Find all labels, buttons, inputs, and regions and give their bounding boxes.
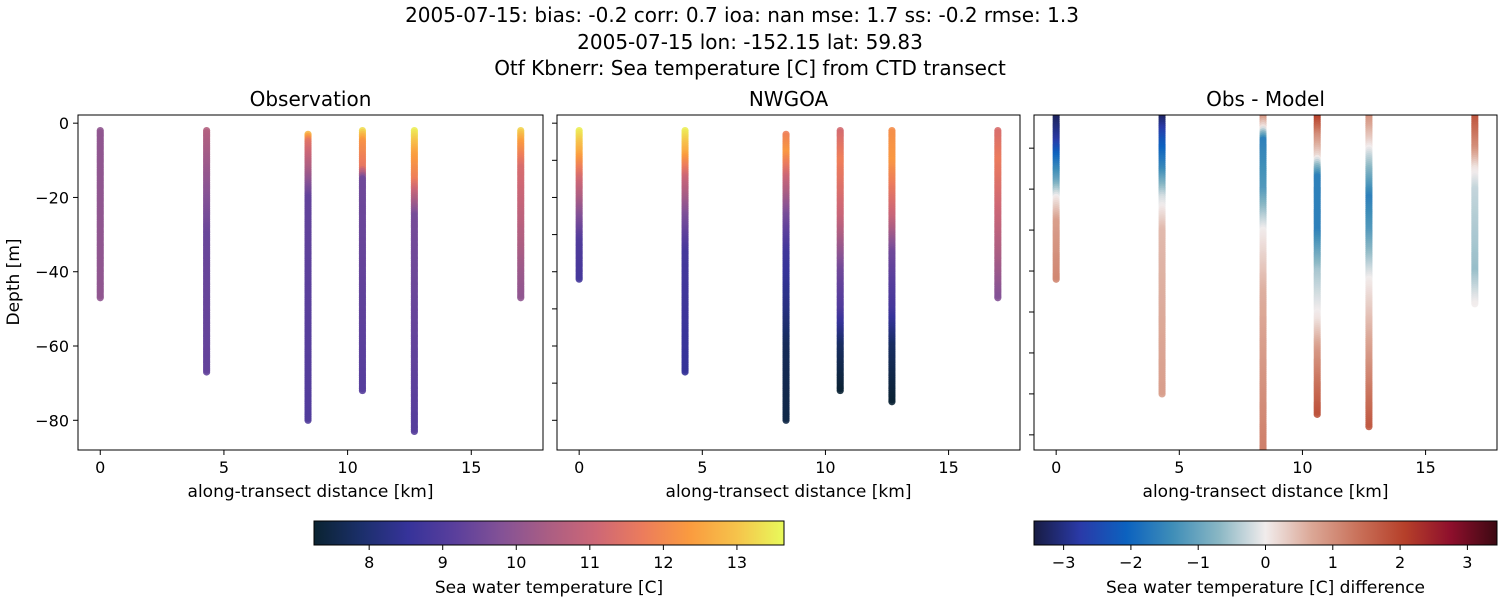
profile-5: [1471, 115, 1479, 308]
x-tick-label: 5: [1174, 458, 1184, 477]
data-point: [782, 416, 790, 424]
data-point: [358, 386, 367, 395]
x-tick-label: 5: [697, 458, 707, 477]
panel-observation: Observation 0 5 10 15 along-transect distance…: [4, 87, 544, 502]
y-tick-label: −80: [35, 411, 69, 430]
axes-frame: [1033, 114, 1498, 451]
y-tick-label: −60: [35, 337, 69, 356]
profile-4: [888, 126, 896, 406]
colorbar-tick-label: 8: [364, 553, 374, 572]
data-point: [836, 386, 844, 395]
data-point: [994, 294, 1002, 302]
colorbar-tick-label: 0: [1260, 553, 1270, 572]
x-axis-label: along-transect distance [km]: [188, 482, 434, 502]
data-points: [575, 126, 1002, 424]
panel-title: Observation: [250, 87, 372, 111]
data-point: [1471, 300, 1479, 308]
colorbar-tick-label: 12: [653, 553, 673, 572]
colorbar-tick-label: −2: [1119, 553, 1143, 572]
x-tick-label: 15: [1415, 458, 1435, 477]
colorbar-bar: [1033, 520, 1498, 546]
colorbar-1: −3 −2 −1 0 1 2 3 Sea water temperature [C] diff…: [1033, 520, 1498, 598]
profile-1: [203, 126, 211, 376]
y-tick-label: −20: [35, 188, 69, 207]
colorbar-tick-label: −1: [1186, 553, 1210, 572]
y-tick-label: 0: [59, 114, 69, 133]
colorbar-0: 8 9 10 11 12 13 Sea water temperature [C]: [313, 520, 785, 598]
data-points: [96, 126, 525, 436]
colorbar-tick-label: 1: [1328, 553, 1338, 572]
colorbar-tick-label: 9: [438, 553, 448, 572]
data-point: [1313, 410, 1321, 418]
profile-0: [1052, 115, 1060, 283]
profile-3: [1313, 115, 1321, 418]
profile-3: [836, 126, 844, 395]
colorbar-tick-label: −3: [1052, 553, 1076, 572]
panel-obs-model: Obs - Model 0 5 10 15 along-transect distance…: [1029, 87, 1498, 502]
data-points: [1052, 115, 1479, 450]
profile-4: [410, 126, 418, 436]
profile-1: [1158, 115, 1166, 398]
y-axis-label: Depth [m]: [4, 238, 24, 325]
profile-2: [304, 130, 312, 424]
data-point: [1259, 447, 1267, 450]
x-tick-label: 5: [219, 458, 229, 477]
profile-0: [575, 126, 583, 283]
axes-frame: [556, 114, 1021, 451]
data-point: [575, 275, 583, 283]
x-tick-label: 10: [337, 458, 357, 477]
data-point: [203, 368, 211, 376]
x-tick-label: 10: [1292, 458, 1312, 477]
x-tick-label: 10: [815, 458, 835, 477]
profile-1: [681, 126, 689, 376]
x-tick-label: 15: [461, 458, 481, 477]
x-tick-label: 0: [574, 458, 584, 477]
data-point: [888, 398, 896, 406]
axes-frame: [77, 114, 544, 451]
x-tick-label: 15: [938, 458, 958, 477]
profile-5: [994, 126, 1002, 302]
profile-4: [1365, 115, 1373, 431]
colorbar-tick-label: 13: [727, 553, 747, 572]
suptitle-line-1: 2005-07-15: bias: -0.2 corr: 0.7 ioa: na…: [405, 3, 1079, 27]
x-tick-label: 0: [1051, 458, 1061, 477]
profile-2: [1259, 115, 1267, 450]
colorbar-label: Sea water temperature [C]: [435, 578, 663, 598]
x-tick-label: 0: [95, 458, 105, 477]
panel-title: NWGOA: [749, 87, 829, 111]
colorbar-tick-label: 10: [506, 553, 526, 572]
x-axis-label: along-transect distance [km]: [666, 482, 912, 502]
colorbar-bar: [313, 520, 785, 546]
panel-nwgoa: NWGOA 0 5 10 15 along-transect distance [km]: [552, 87, 1021, 502]
data-point: [1158, 390, 1166, 398]
data-point: [304, 416, 312, 424]
profile-2: [782, 130, 790, 424]
data-point: [96, 294, 104, 302]
panel-title: Obs - Model: [1206, 87, 1325, 111]
colorbar-tick-label: 11: [580, 553, 600, 572]
data-point: [1052, 275, 1060, 283]
colorbar-tick-label: 3: [1462, 553, 1472, 572]
y-tick-label: −40: [35, 263, 69, 282]
data-point: [1365, 423, 1373, 431]
profile-3: [358, 126, 367, 395]
profile-0: [96, 126, 104, 302]
colorbar-tick-label: 2: [1395, 553, 1405, 572]
data-point: [517, 294, 525, 302]
x-axis-label: along-transect distance [km]: [1143, 482, 1389, 502]
data-point: [681, 368, 689, 376]
data-point: [410, 427, 418, 436]
suptitle-line-3: Otf Kbnerr: Sea temperature [C] from CTD…: [494, 56, 1006, 80]
colorbar-label: Sea water temperature [C] difference: [1106, 578, 1425, 598]
profile-5: [517, 126, 525, 302]
suptitle-line-2: 2005-07-15 lon: -152.15 lat: 59.83: [577, 30, 923, 54]
panels: Observation 0 5 10 15 along-transect distance…: [4, 87, 1498, 502]
